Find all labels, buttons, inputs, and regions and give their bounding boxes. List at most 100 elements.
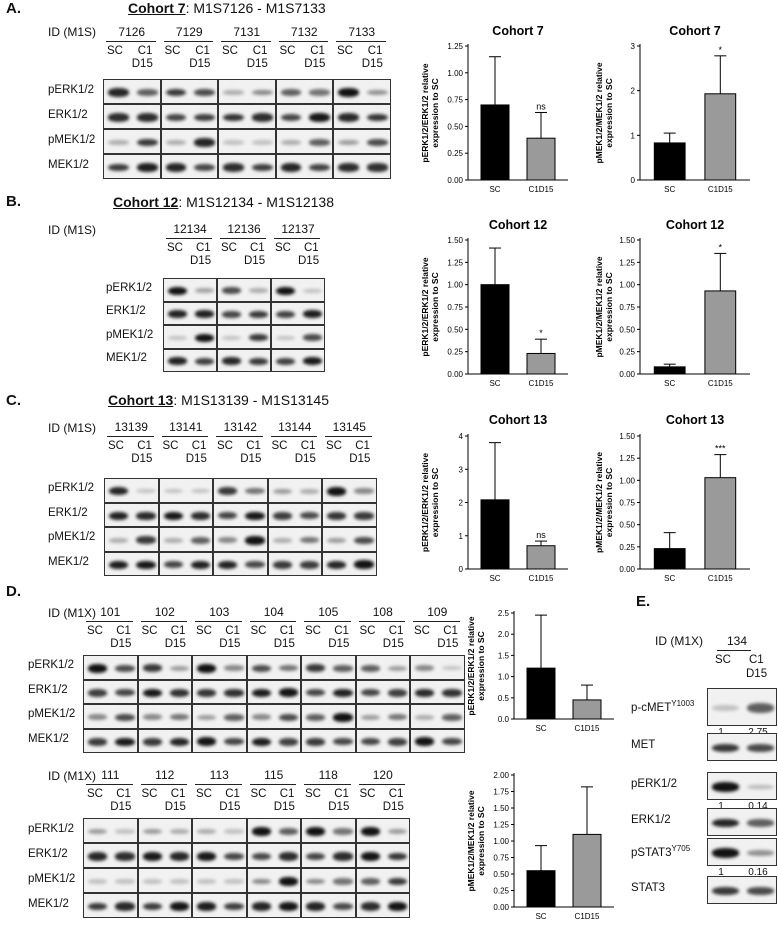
- blot-band: [276, 357, 295, 365]
- lane-label-d15: D15: [361, 58, 383, 70]
- y-tick-label: 0.00: [619, 565, 635, 574]
- blot-band: [387, 828, 407, 835]
- blot-cell: [213, 502, 268, 527]
- blot-band: [747, 784, 774, 790]
- lane-label-d15: D15: [273, 638, 295, 650]
- blot-cell: [707, 838, 777, 866]
- blot-band: [306, 737, 326, 746]
- blot-cell: [246, 704, 301, 729]
- y-tick-label: 2.0: [498, 630, 510, 639]
- blot-cell: [246, 868, 301, 893]
- blot-cell: [137, 655, 192, 680]
- lane-label-sc: SC: [107, 45, 123, 57]
- blot-band: [249, 310, 268, 318]
- sample-id-underline: [106, 41, 156, 42]
- blot-cell: [104, 478, 159, 503]
- lane-label-sc: SC: [414, 625, 430, 637]
- blot-band: [222, 335, 241, 340]
- blot-cell: [410, 679, 465, 704]
- lane-label-d15: D15: [131, 58, 153, 70]
- blot-cell: [333, 104, 391, 129]
- blot-band: [136, 536, 156, 545]
- panel-c-title-cohort: Cohort 13: [108, 392, 174, 408]
- lane-label-c1: C1: [137, 45, 153, 57]
- bar-c1d15: [526, 352, 556, 375]
- lane-label-sc: SC: [279, 45, 296, 57]
- blot-band: [168, 286, 187, 295]
- x-tick-label: C1D15: [529, 574, 554, 582]
- blot-band: [168, 310, 187, 319]
- blot-band: [387, 902, 407, 911]
- lane-label-c1: C1: [300, 440, 316, 452]
- blot-cell: [275, 79, 333, 104]
- blot-band: [747, 819, 774, 827]
- blot-band: [278, 828, 298, 835]
- panel-a-title-cohort: Cohort 7: [128, 0, 186, 16]
- blot-band: [194, 88, 215, 97]
- lane-label-d15: D15: [437, 638, 459, 650]
- panel-e-letter: E.: [636, 593, 651, 610]
- blot-band: [245, 561, 265, 569]
- sample-id-underline: [358, 621, 405, 622]
- blot-band: [109, 537, 129, 543]
- blot-band: [163, 489, 183, 494]
- blot-cell: [301, 818, 356, 843]
- bar-sc: [526, 870, 556, 908]
- blot-band: [360, 738, 380, 746]
- sample-id-label: 112: [155, 768, 175, 782]
- phospho-site-superscript: Y1003: [671, 699, 695, 708]
- y-tick-label: 0.25: [619, 543, 635, 552]
- sample-id-underline: [717, 650, 751, 651]
- blot-band: [251, 902, 271, 911]
- blot-cell: [103, 129, 161, 154]
- x-tick-label: C1D15: [529, 185, 554, 192]
- blot-band: [415, 714, 435, 720]
- blot-band: [333, 688, 353, 697]
- blot-cell: [83, 704, 138, 729]
- x-tick-label: SC: [489, 379, 500, 388]
- bar-sc: [653, 548, 686, 570]
- blot-band: [251, 664, 271, 672]
- blot-cell: [158, 527, 213, 552]
- sample-id-underline: [249, 784, 296, 785]
- blot-band: [163, 561, 183, 569]
- blot-row-label: ERK1/2: [28, 847, 68, 860]
- blot-band: [224, 688, 244, 697]
- blot-band: [299, 560, 319, 569]
- blot-band: [109, 511, 129, 520]
- lane-label-sc: SC: [337, 45, 353, 57]
- blot-band: [415, 737, 435, 747]
- blot-band: [142, 879, 162, 884]
- lane-label-sc: SC: [359, 625, 376, 637]
- chart-m1x-perk: pERK1/2/ERK1/2 relativeexpression to SC 0…: [466, 609, 614, 733]
- blot-row-label: pERK1/2: [28, 822, 75, 835]
- blot-band: [387, 877, 407, 886]
- blot-band: [223, 163, 244, 172]
- lane-label-sc: SC: [715, 654, 731, 666]
- lane-label-c1: C1: [443, 625, 458, 637]
- blot-band: [190, 536, 210, 544]
- blot-cell: [246, 893, 301, 918]
- blot-band: [303, 288, 322, 293]
- x-tick-label: SC: [489, 574, 500, 582]
- panel-b-letter: B.: [6, 193, 21, 210]
- blot-row-label: pERK1/2: [48, 482, 95, 495]
- blot-band: [194, 163, 215, 172]
- blot-band: [222, 357, 241, 366]
- blot-cell: [192, 893, 247, 918]
- blot-band: [218, 512, 238, 520]
- y-tick-label: 0.75: [447, 96, 463, 105]
- blot-cell: [192, 843, 247, 868]
- blot-band: [338, 139, 359, 146]
- blot-band: [165, 140, 187, 145]
- lane-label-c1: C1: [196, 242, 211, 254]
- blot-band: [442, 738, 462, 746]
- blot-row-label: MEK1/2: [48, 555, 89, 568]
- sample-id-underline: [270, 436, 317, 437]
- lane-label-d15: D15: [382, 638, 404, 650]
- panel-c-id-label: ID (M1S): [48, 421, 96, 435]
- chart-title: Cohort 13: [489, 413, 547, 427]
- blot-band: [218, 560, 238, 569]
- blot-band: [142, 688, 162, 697]
- blot-band: [195, 288, 214, 294]
